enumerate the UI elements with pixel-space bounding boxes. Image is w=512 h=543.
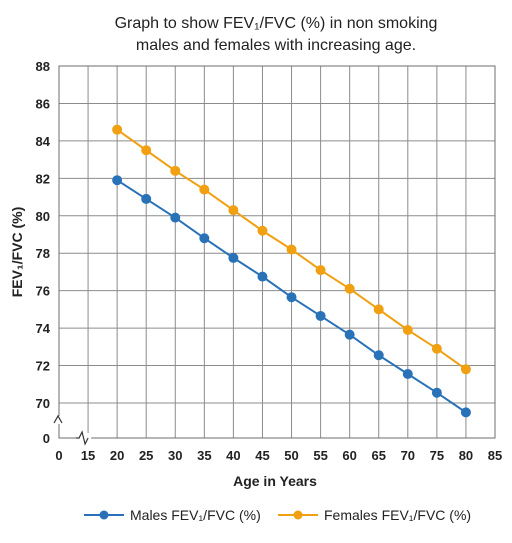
data-point-males (170, 212, 181, 223)
y-tick-label: 82 (36, 171, 50, 186)
x-tick-label: 65 (371, 448, 385, 463)
data-point-females (286, 244, 297, 255)
x-tick-label: 55 (313, 448, 327, 463)
data-point-males (460, 407, 471, 418)
legend-marker (99, 510, 109, 520)
data-point-females (431, 343, 442, 354)
data-point-females (315, 265, 326, 276)
y-tick-label: 72 (36, 359, 50, 374)
y-axis-label: FEV₁/FVC (%) (9, 207, 25, 298)
chart-title-line-1: Graph to show FEV₁/FVC (%) in non smokin… (115, 15, 438, 32)
x-axis-break-mark (76, 430, 89, 446)
y-tick-label: 80 (36, 209, 50, 224)
y-tick-label: 78 (36, 246, 50, 261)
plot-area: 70 72 74 76 78 80 82 84 86 88 00 15 20 25 30 35 40 45 50 55… (36, 59, 503, 463)
data-point-males (373, 350, 384, 361)
chart-title-line-2: males and females with increasing age. (136, 37, 416, 54)
x-tick-label: 60 (342, 448, 356, 463)
y-tick-label: 84 (36, 134, 51, 149)
y-tick-label: 0 (43, 431, 50, 446)
data-point-females (199, 184, 210, 195)
y-tick-label: 88 (36, 59, 50, 74)
x-tick-label: 35 (197, 448, 211, 463)
x-axis-label: Age in Years (233, 473, 317, 489)
data-point-males (199, 233, 210, 244)
data-point-females (373, 304, 384, 315)
x-tick-label: 40 (226, 448, 240, 463)
data-point-males (344, 329, 355, 340)
data-point-males (112, 175, 123, 186)
data-point-males (257, 271, 268, 282)
x-tick-label: 20 (110, 448, 124, 463)
x-tick-label: 15 (81, 448, 95, 463)
plot-background (59, 66, 495, 438)
data-point-males (431, 387, 442, 398)
x-tick-label: 80 (459, 448, 473, 463)
legend-label: Males FEV₁/FVC (%) (130, 507, 261, 523)
x-tick-label: 50 (284, 448, 298, 463)
x-tick-label: 85 (488, 448, 502, 463)
data-point-males (228, 252, 239, 263)
data-point-females (257, 225, 268, 236)
data-point-males (315, 310, 326, 321)
data-point-males (141, 193, 152, 204)
x-tick-label: 30 (168, 448, 182, 463)
legend: Males FEV₁/FVC (%) Females FEV₁/FVC (%) (84, 507, 471, 523)
x-tick-label: 75 (430, 448, 444, 463)
data-point-females (344, 283, 355, 294)
legend-label: Females FEV₁/FVC (%) (324, 507, 471, 523)
y-tick-label: 86 (36, 96, 50, 111)
x-tick-label: 0 (55, 448, 62, 463)
data-point-females (141, 145, 152, 156)
x-tick-label: 45 (255, 448, 269, 463)
y-tick-label: 76 (36, 284, 50, 299)
legend-marker (293, 510, 303, 520)
data-point-males (402, 368, 413, 379)
y-tick-label: 70 (36, 396, 50, 411)
data-point-females (170, 165, 181, 176)
y-axis-break-gap (53, 416, 65, 424)
data-point-females (402, 324, 413, 335)
plot-frame (58, 65, 496, 439)
x-tick-label: 70 (401, 448, 415, 463)
data-point-females (460, 364, 471, 375)
data-point-females (112, 124, 123, 135)
x-tick-label: 25 (139, 448, 153, 463)
y-tick-label: 74 (36, 321, 51, 336)
data-point-females (228, 205, 239, 216)
y-axis-break-mark (53, 414, 63, 424)
data-point-males (286, 292, 297, 303)
